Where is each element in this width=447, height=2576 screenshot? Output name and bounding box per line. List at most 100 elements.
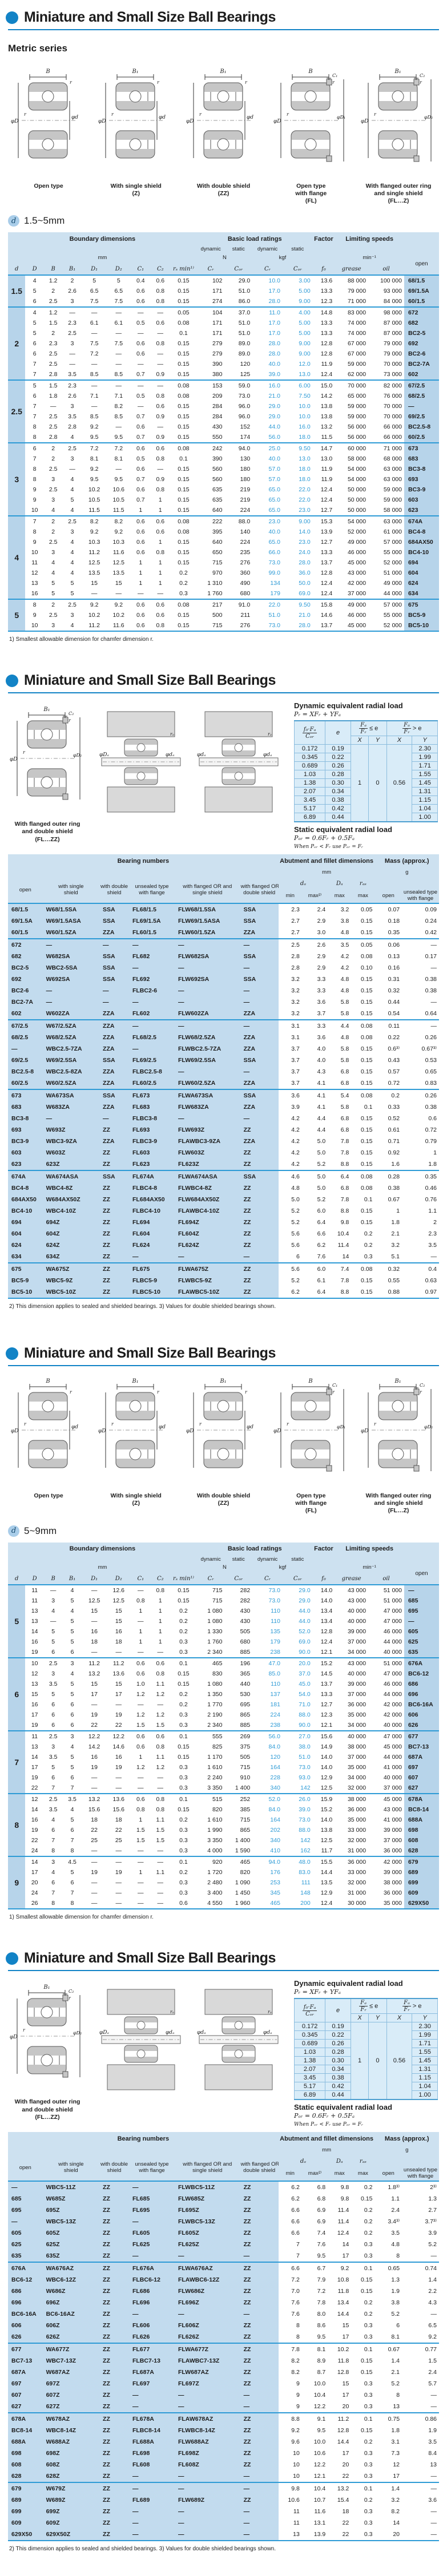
bearing-number: — [240,2517,279,2529]
cell: 22 [342,2531,349,2538]
table-header: Boundary dimensions Basic load ratings Fac… [8,232,439,276]
cell: 7 [296,2252,300,2260]
bearing-number: WBC2.5-7ZA [42,1043,100,1055]
bearing-figure-zz: B₁ r r φD φd With double shield (ZZ) [186,1373,262,1507]
cell: 40.0 [268,361,280,368]
bearing-number: 60/2.5 [8,1077,43,1090]
cell: 0.15 [178,622,190,629]
cell: 10.2 [88,486,100,494]
cell: 1.2 [156,1691,165,1698]
cell: 0.8 [156,288,165,295]
svg-text:r: r [70,80,73,85]
cell: 5.2 [291,1208,300,1215]
cell: 14.7 [320,445,333,453]
bearing-number: — [42,985,100,997]
svg-text:φd: φd [247,1424,253,1430]
cell: 0.11 [388,1023,400,1030]
bearing-number: FL604 [128,1228,175,1240]
bearing-group-4: 674A WA674ASA SSA FL674A FLWA674ASA SSA 4.6 5.0… [8,1170,439,1263]
cell: 13.0 [320,455,333,463]
table-row: 8 2.5—9.2—0.6—0.15 560 180 57.0 18.0 11.9 54 00… [8,464,439,475]
cell: 19 [91,1711,98,1719]
table-row: 7 2.8 3.5 8.5 8.5 0.7 0.9 0.15 380 125 39.0 13.0 12.… [8,369,439,381]
cell: 1.8 [49,393,58,400]
svg-text:φd: φd [159,1424,166,1430]
bearing-number: ZZ [99,1182,129,1194]
cell: 0.15 [178,340,190,348]
section-header-1: Miniature and Small Size Ball Bearings [0,0,447,28]
table-row: 678A W678AZ ZZ FL678A FLAW678AZ ZZ 8.8 9.1 11.2 0… [8,2413,439,2425]
d-group-2.5: 2.5 5 1.5 2.3— — — —0.08 153 59.0 16.0 6.00 15.0 70 … [8,380,439,443]
cell: 715 [212,1587,223,1594]
cell: 11.6 [112,622,124,629]
cell: 1.8 [391,2427,400,2434]
bearing-number: FLW602ZA [174,1008,240,1020]
cell: 3.2 [391,1242,400,1249]
cell: 0.05 [178,309,190,317]
bearing-number: SSA [240,903,279,916]
cell: 42 000 [347,580,367,587]
cell: 111 [301,1879,311,1887]
cell: 50 000 [347,507,367,514]
cell: 1 [433,1149,437,1157]
cell: — [115,1774,122,1782]
cell: 0.9 [156,371,165,378]
svg-text:B₁: B₁ [394,1378,401,1384]
bearing-number: W687AZ [42,2367,100,2379]
cell: 3 350 [207,1837,223,1844]
range-header-1: d 1.5~5mm [0,207,447,230]
table-row: 698 698Z ZZ FL698 FL698Z ZZ 10 10.6 17 0.3 7.3 8.4 [8,2448,439,2460]
bearing-number: ZZ [99,1251,129,1263]
cell: 5 [33,320,37,327]
cell: — [138,382,144,390]
bearing-number-open: 685 [404,1596,439,1606]
equivalent-load-block: Dynamic equivalent radial load Pᵣ = XFᵣ +… [293,1979,438,2127]
cell: 14 [31,1754,38,1761]
cell: — [430,2252,437,2260]
cell: 0.2 [179,570,188,577]
mounting-figures-and-load-tables: B₁ r r φD φD₂ C₂ With flanged outer ring and d… [0,693,447,852]
bearing-number: WBC8-14Z [42,2425,100,2437]
cell: — [430,2485,437,2493]
bearing-number: ZZ [99,1217,129,1229]
cell: 7 [296,2241,300,2248]
bearing-number: — [174,2529,240,2541]
cell: 11.2 [337,2416,349,2423]
cell: 0.1 [364,2485,373,2493]
bearing-number-open: 629X50 [404,1898,439,1909]
cell: 59 000 [383,496,402,504]
bearing-number: ZZ [99,2425,129,2437]
table-row: 8 2.8 4 9.5 9.5 0.7 0.9 0.15 550 174 56.0 18.0 11.5 5… [8,432,439,443]
cell: 6.5 [428,2322,437,2329]
cell: 1.5 [136,1722,145,1729]
cell: 5 [70,1691,74,1698]
bearing-number: — [99,985,129,997]
cell: 44 000 [383,1754,402,1761]
cell: 4 550 [207,1900,223,1907]
cell: 7 [33,413,37,421]
cell: 18 [115,1638,122,1646]
cell: 2.3 [68,320,76,327]
cell: 45.0 [299,1681,311,1688]
cell: 14 [342,2241,349,2248]
svg-text:B: B [45,1378,50,1384]
cell: 94.0 [238,445,251,453]
cell: 13.0 [299,371,311,378]
cell: 0.32 [388,1266,400,1273]
bearing-number: W67/2.5ZA [42,1020,100,1032]
bearing-number-open: 634 [404,588,439,600]
bearing-number: — [174,996,240,1008]
cell: 15 [115,580,122,587]
cell: 1 [139,1638,143,1646]
cell: 12.1 [320,1649,333,1656]
cell: 1.5 [49,382,58,390]
bearing-number-open: BC5-9 [404,610,439,621]
cell: 430 [240,1608,251,1615]
bearing-number: — [240,2470,279,2483]
svg-text:C₂: C₂ [69,1989,74,1994]
cell: 12.5 [112,1597,124,1605]
cell: 2.4 [428,2369,437,2376]
cell: 6 [70,1711,74,1719]
cell: 69.0 [299,590,311,597]
bearing-number: 624Z [42,1239,100,1251]
